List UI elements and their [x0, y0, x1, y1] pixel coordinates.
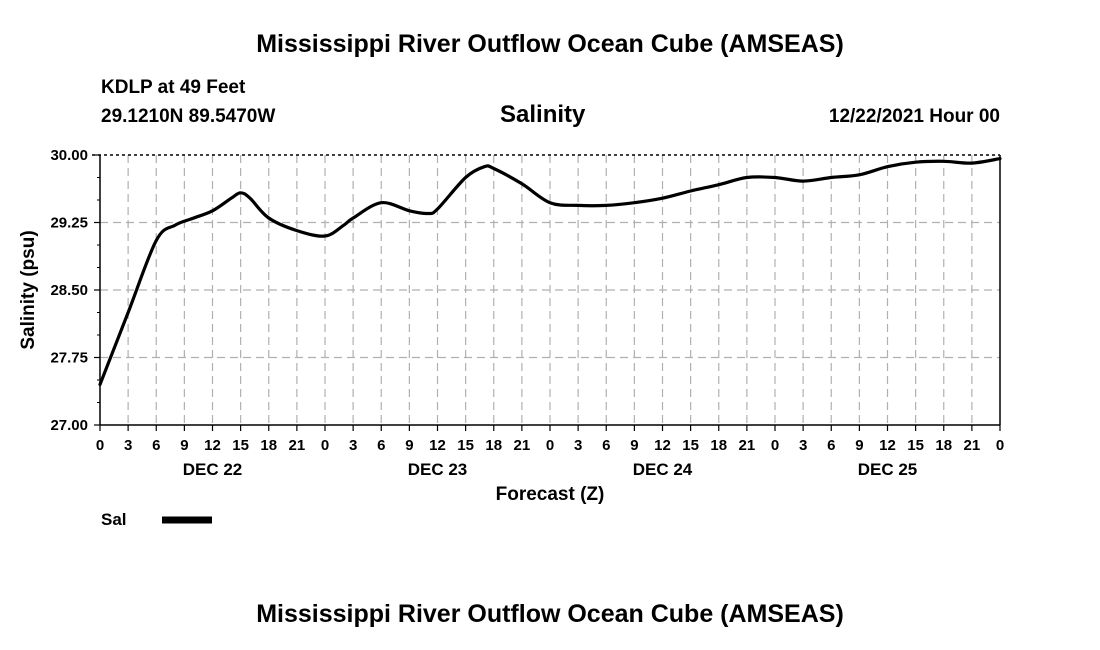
x-tick-label: 15: [457, 437, 474, 454]
series: [98, 157, 1002, 387]
x-tick-label: 21: [289, 437, 306, 454]
x-tick-label: 9: [855, 437, 863, 454]
x-tick-label: 3: [574, 437, 582, 454]
x-tick-label: 15: [682, 437, 699, 454]
x-tick-label: 6: [602, 437, 610, 454]
y-tick-label: 28.50: [50, 282, 88, 299]
x-tick-label: 15: [907, 437, 924, 454]
day-label: DEC 22: [183, 460, 243, 479]
x-tick-label: 9: [180, 437, 188, 454]
x-tick-label: 21: [514, 437, 531, 454]
y-tick-label: 27.75: [50, 350, 88, 367]
x-tick-label: 6: [152, 437, 160, 454]
x-tick-label: 12: [879, 437, 896, 454]
axes: [92, 154, 1001, 431]
x-tick-label: 18: [710, 437, 727, 454]
grid: [100, 155, 1000, 425]
x-axis-label: Forecast (Z): [496, 484, 605, 505]
x-tick-label: 3: [799, 437, 807, 454]
chart-title: Salinity: [500, 101, 586, 128]
x-tick-label: 21: [739, 437, 756, 454]
x-tick-label: 0: [771, 437, 779, 454]
station-coords: 29.1210N 89.5470W: [101, 106, 276, 127]
x-tick-label: 6: [827, 437, 835, 454]
x-tick-label: 12: [429, 437, 446, 454]
x-tick-label: 18: [485, 437, 502, 454]
x-tick-label: 9: [630, 437, 638, 454]
y-tick-label: 30.00: [50, 147, 88, 164]
x-tick-label: 0: [996, 437, 1004, 454]
x-tick-label: 15: [232, 437, 249, 454]
tick-labels: 0 3 6 9 12 15 18 21 0 3 6 9 12 15 18 21 0 3 6 9 12 15 18 21 0 3 6 9…: [50, 147, 1004, 479]
day-label: DEC 23: [408, 460, 468, 479]
footer-title: Mississippi River Outflow Ocean Cube (AM…: [256, 600, 844, 628]
x-tick-label: 0: [96, 437, 104, 454]
day-label: DEC 25: [858, 460, 918, 479]
x-tick-label: 18: [935, 437, 952, 454]
x-tick-label: 0: [321, 437, 329, 454]
x-tick-label: 18: [260, 437, 277, 454]
legend-label: Sal: [101, 510, 127, 529]
x-tick-label: 21: [964, 437, 981, 454]
x-tick-label: 6: [377, 437, 385, 454]
x-tick-label: 9: [405, 437, 413, 454]
y-tick-label: 29.25: [50, 215, 88, 232]
page-title: Mississippi River Outflow Ocean Cube (AM…: [256, 30, 844, 58]
x-tick-label: 12: [654, 437, 671, 454]
x-tick-label: 3: [124, 437, 132, 454]
x-tick-label: 0: [546, 437, 554, 454]
station-label: KDLP at 49 Feet: [101, 77, 246, 98]
x-tick-label: 3: [349, 437, 357, 454]
y-tick-label: 27.00: [50, 417, 88, 434]
y-axis-label: Salinity (psu): [18, 230, 39, 349]
series-line-sal: [98, 157, 1002, 387]
forecast-date: 12/22/2021 Hour 00: [828, 106, 1000, 127]
x-tick-label: 12: [204, 437, 221, 454]
day-label: DEC 24: [633, 460, 693, 479]
